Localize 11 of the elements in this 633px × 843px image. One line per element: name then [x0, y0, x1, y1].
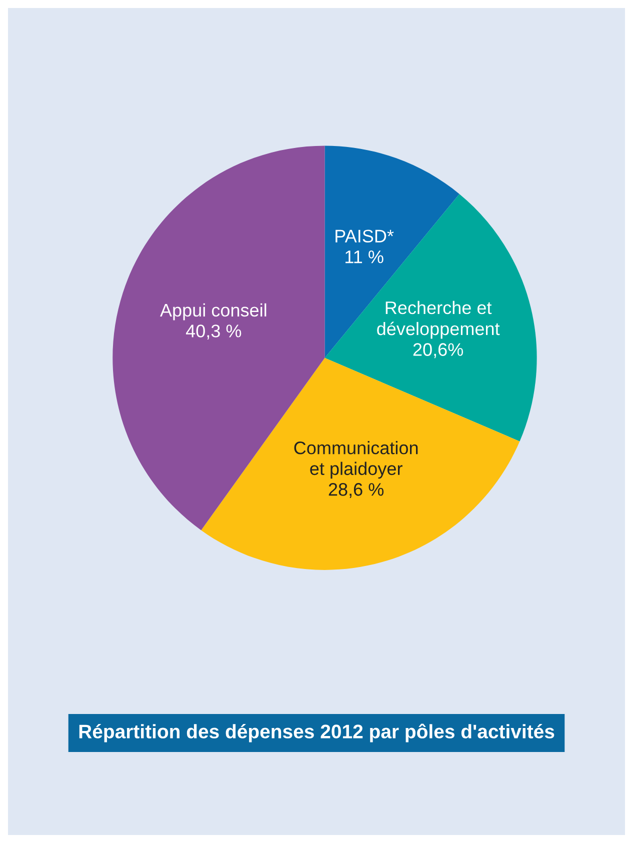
data-label: 40,3 %	[186, 324, 242, 340]
slice-label: Communication et plaidoyer	[294, 441, 418, 479]
data-label: 28,6 %	[328, 483, 384, 498]
data-label: 20,6%	[413, 343, 464, 358]
data-label: 11 %	[346, 250, 384, 264]
slice-label: Appui conseil	[160, 303, 266, 320]
slice-label: Recherche et développement	[377, 300, 500, 339]
pie-slice	[201, 358, 520, 570]
text: Répartition des dépenses 2012 par pôles d'activités	[79, 724, 554, 742]
pie-slice	[324, 194, 537, 442]
slice-label: PAISD*	[336, 230, 394, 242]
